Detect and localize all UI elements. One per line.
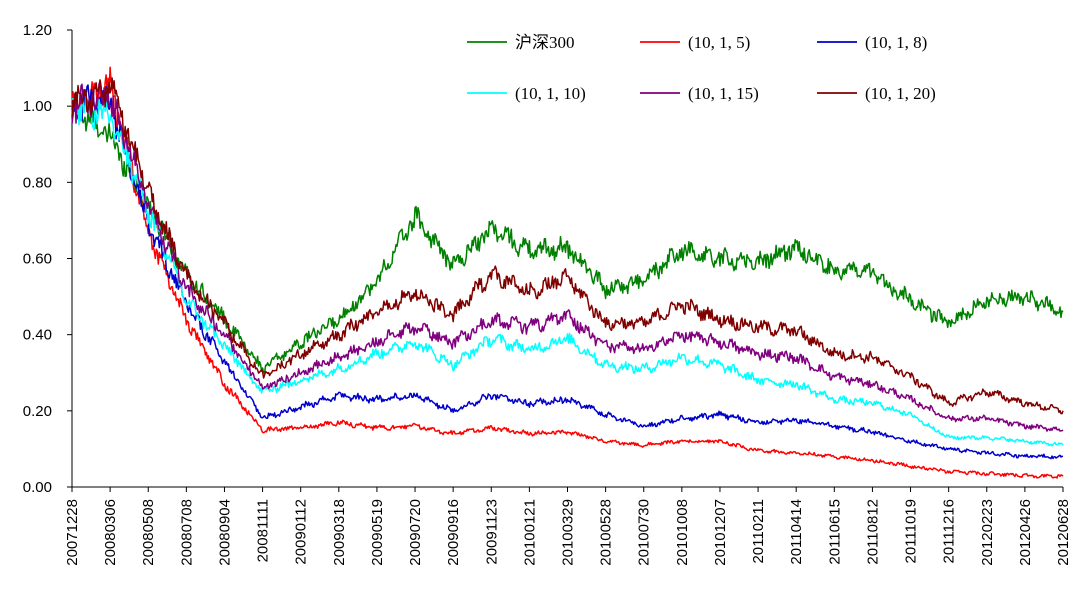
x-tick-label: 20090916	[445, 499, 462, 566]
y-tick-label: 1.00	[23, 98, 52, 115]
x-tick-label: 20101207	[712, 499, 729, 566]
legend-label: 沪深300	[515, 33, 575, 52]
x-tick-label: 20110211	[750, 499, 767, 564]
x-tick-label: 20111019	[903, 499, 920, 564]
x-tick-label: 20100730	[636, 499, 653, 566]
y-tick-label: 0.00	[23, 479, 52, 496]
x-tick-label: 20100528	[598, 499, 615, 566]
series-line	[71, 66, 1064, 479]
series-line	[71, 84, 1064, 460]
x-tick-label: 20091123	[483, 499, 500, 565]
x-tick-label: 20111216	[941, 499, 958, 564]
legend-label: (10, 1, 5)	[688, 33, 750, 52]
x-tick-label: 20090720	[407, 499, 424, 566]
x-tick-label: 20110812	[864, 499, 881, 565]
x-tick-label: 20100121	[521, 499, 538, 566]
legend-label: (10, 1, 20)	[865, 84, 936, 103]
y-tick-label: 1.20	[23, 22, 52, 39]
x-tick-label: 20120628	[1055, 499, 1072, 566]
x-tick-label: 20090112	[293, 499, 310, 565]
series-line	[71, 77, 1064, 415]
series-layer	[71, 66, 1064, 479]
x-tick-label: 20090318	[331, 499, 348, 566]
x-tick-label: 20120426	[1017, 499, 1034, 566]
legend: 沪深300 (10, 1, 5) (10, 1, 8) (10, 1, 10) (10,…	[467, 33, 936, 103]
x-tick-label: 20120223	[979, 499, 996, 566]
x-tick-label: 20080708	[178, 499, 195, 566]
x-tick-label: 20080306	[102, 499, 119, 566]
x-tick-label: 20081111	[255, 499, 272, 562]
y-tick-label: 0.40	[23, 327, 52, 344]
x-tick-label: 20080508	[140, 499, 157, 566]
series-line	[71, 93, 1064, 374]
x-tick-label: 20110615	[826, 499, 843, 565]
x-tick-label: 20090519	[369, 499, 386, 566]
x-tick-label: 20080904	[216, 499, 233, 566]
axes: 0.00 0.20 0.40 0.60 0.80 1.00 1.20 20071228 2008…	[23, 22, 1072, 566]
series-line	[71, 91, 1064, 447]
legend-label: (10, 1, 8)	[865, 33, 927, 52]
x-tick-label: 20071228	[64, 499, 81, 566]
x-tick-label: 20110414	[788, 499, 805, 565]
series-line	[71, 80, 1064, 432]
y-tick-label: 0.80	[23, 174, 52, 191]
y-tick-label: 0.60	[23, 251, 52, 268]
x-tick-label: 20100329	[560, 499, 577, 566]
legend-label: (10, 1, 15)	[688, 84, 759, 103]
legend-label: (10, 1, 10)	[515, 84, 586, 103]
x-tick-label: 20101008	[674, 499, 691, 566]
y-tick-label: 0.20	[23, 403, 52, 420]
